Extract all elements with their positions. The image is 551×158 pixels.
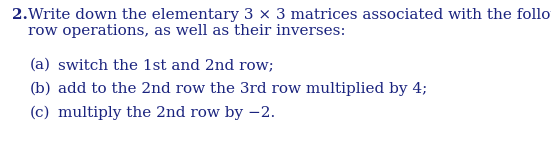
Text: add to the 2nd row the 3rd row multiplied by 4;: add to the 2nd row the 3rd row multiplie…	[58, 82, 427, 96]
Text: 2.: 2.	[12, 8, 28, 22]
Text: multiply the 2nd row by −2.: multiply the 2nd row by −2.	[58, 106, 276, 120]
Text: (c): (c)	[30, 106, 51, 120]
Text: (a): (a)	[30, 58, 51, 72]
Text: (b): (b)	[30, 82, 52, 96]
Text: switch the 1st and 2nd row;: switch the 1st and 2nd row;	[58, 58, 274, 72]
Text: row operations, as well as their inverses:: row operations, as well as their inverse…	[28, 24, 345, 38]
Text: Write down the elementary 3 × 3 matrices associated with the following: Write down the elementary 3 × 3 matrices…	[28, 8, 551, 22]
